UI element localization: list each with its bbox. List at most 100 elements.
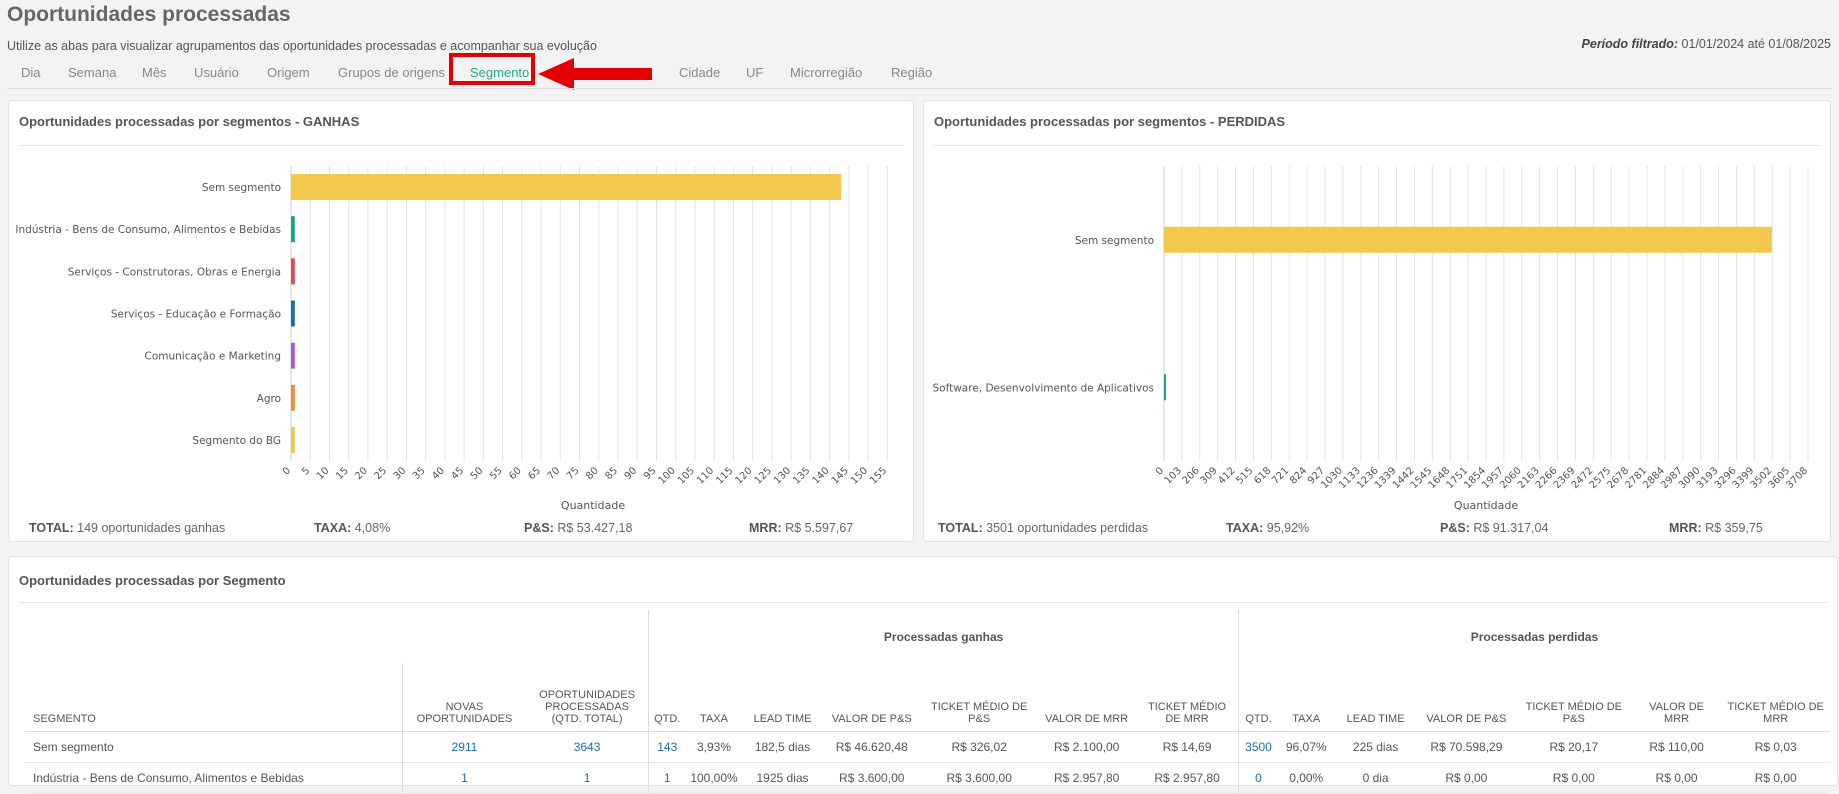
- bar: [1164, 374, 1166, 401]
- cell-ganhas-qtd-link[interactable]: 1: [648, 762, 686, 794]
- bar: [291, 258, 295, 285]
- tab-divider: [7, 88, 1832, 89]
- bar: [291, 384, 295, 411]
- x-tick-label: 309: [1199, 465, 1220, 486]
- col-ganhas-valor-ps[interactable]: VALOR DE P&S: [822, 663, 922, 732]
- chart-card-ganhas: Oportunidades processadas por segmentos …: [8, 100, 914, 542]
- col-ganhas-qtd[interactable]: QTD.: [648, 663, 686, 732]
- cell-value: R$ 3.600,00: [822, 762, 922, 794]
- cell-ganhas-qtd-link[interactable]: 143: [648, 731, 686, 763]
- col-perdidas-ticket-mrr[interactable]: TICKET MÉDIO DE MRR: [1721, 663, 1830, 732]
- segment-table: Processadas ganhas Processadas perdidas …: [25, 610, 1830, 794]
- bar: [291, 174, 842, 201]
- cell-processadas-link[interactable]: 1: [525, 762, 649, 794]
- cell-value: R$ 20,17: [1515, 731, 1632, 763]
- bar-chart-ganhas: 0 5 10 15 20 25 30 35 40 45 50 55 60 65 70 75 80 85 90 9510…: [15, 166, 889, 512]
- totals-ganhas: TOTAL: 149 oportunidades ganhas TAXA: 4,…: [9, 521, 913, 541]
- col-perdidas-lead[interactable]: LEAD TIME: [1334, 663, 1417, 732]
- mrr-perdidas: MRR: R$ 359,75: [1669, 521, 1763, 535]
- x-tick-label: 50: [469, 465, 486, 482]
- total-perdidas: TOTAL: 3501 oportunidades perdidas: [938, 521, 1149, 535]
- cell-value: R$ 2.100,00: [1037, 731, 1137, 763]
- col-ganhas-taxa[interactable]: TAXA: [685, 663, 743, 732]
- x-tick-label: 15: [334, 465, 351, 482]
- x-tick-label: 721: [1270, 465, 1291, 486]
- card-divider: [934, 145, 1820, 146]
- col-segmento[interactable]: SEGMENTO: [25, 663, 403, 732]
- x-tick-label: 45: [449, 465, 466, 482]
- chart-card-perdidas: Oportunidades processadas por segmentos …: [923, 100, 1831, 542]
- x-axis-label: Quantidade: [561, 499, 625, 512]
- x-tick-label: 130: [772, 465, 793, 486]
- tab-mes[interactable]: Mês: [142, 65, 167, 80]
- bar: [291, 426, 295, 453]
- col-perdidas-valor-ps[interactable]: VALOR DE P&S: [1416, 663, 1516, 732]
- col-ganhas-lead[interactable]: LEAD TIME: [742, 663, 823, 732]
- y-category-label: Segmento do BG: [192, 435, 281, 447]
- cell-value: R$ 0,00: [1416, 762, 1516, 794]
- cell-value: R$ 70.598,29: [1416, 731, 1516, 763]
- tab-semana[interactable]: Semana: [68, 65, 117, 80]
- cell-value: R$ 110,00: [1631, 731, 1722, 763]
- col-ganhas-valor-mrr[interactable]: VALOR DE MRR: [1037, 663, 1137, 732]
- tab-uf[interactable]: UF: [746, 65, 764, 80]
- y-category-label: Serviços - Educação e Formação: [111, 309, 281, 321]
- col-perdidas-valor-mrr[interactable]: VALOR DE MRR: [1631, 663, 1722, 732]
- chart-title-ganhas: Oportunidades processadas por segmentos …: [19, 114, 360, 129]
- x-tick-label: 20: [353, 465, 370, 482]
- x-tick-label: 0: [1154, 465, 1166, 477]
- period-filter: Período filtrado: 01/01/2024 até 01/08/2…: [1582, 37, 1831, 51]
- col-novas[interactable]: NOVAS OPORTUNIDADES: [402, 663, 526, 732]
- cell-perdidas-qtd-link[interactable]: 3500: [1237, 731, 1279, 763]
- ps-perdidas: P&S: R$ 91.317,04: [1440, 521, 1549, 535]
- col-perdidas-qtd[interactable]: QTD.: [1237, 663, 1279, 732]
- cell-value: R$ 3.600,00: [921, 762, 1038, 794]
- x-tick-label: 35: [411, 465, 428, 482]
- bar: [291, 216, 295, 243]
- col-perdidas-taxa[interactable]: TAXA: [1278, 663, 1335, 732]
- tab-segmento[interactable]: Segmento: [470, 65, 530, 80]
- cell-value: R$ 0,00: [1515, 762, 1632, 794]
- x-tick-label: 140: [810, 465, 831, 486]
- tab-bar: Dia Semana Mês Usuário Origem Grupos de …: [0, 62, 1839, 88]
- cell-value: R$ 46.620,48: [822, 731, 922, 763]
- x-tick-label: 618: [1252, 465, 1273, 486]
- bar: [291, 342, 295, 369]
- tab-microrregiao[interactable]: Microrregião: [790, 65, 863, 80]
- cell-value: 0 dia: [1334, 762, 1417, 794]
- x-tick-label: 145: [830, 465, 851, 486]
- total-ganhas: TOTAL: 149 oportunidades ganhas: [29, 521, 226, 535]
- tab-dia[interactable]: Dia: [21, 65, 41, 80]
- chart-title-perdidas: Oportunidades processadas por segmentos …: [934, 114, 1286, 129]
- cell-novas-link[interactable]: 2911: [402, 731, 526, 763]
- x-tick-label: 5: [300, 465, 312, 477]
- tab-grupos-de-origens[interactable]: Grupos de origens: [338, 65, 445, 80]
- cell-value: R$ 326,02: [921, 731, 1038, 763]
- x-tick-label: 75: [565, 465, 582, 482]
- x-tick-label: 80: [584, 465, 601, 482]
- cell-value: 100,00%: [685, 762, 743, 794]
- tab-regiao[interactable]: Região: [891, 65, 933, 80]
- cell-value: 225 dias: [1334, 731, 1417, 763]
- col-ganhas-ticket-ps[interactable]: TICKET MÉDIO DE P&S: [921, 663, 1038, 732]
- tab-cidade[interactable]: Cidade: [679, 65, 721, 80]
- col-ganhas-ticket-mrr[interactable]: TICKET MÉDIO DE MRR: [1136, 663, 1239, 732]
- x-tick-label: 150: [849, 465, 870, 486]
- x-tick-label: 103: [1163, 465, 1184, 486]
- cell-processadas-link[interactable]: 3643: [525, 731, 649, 763]
- cell-value: R$ 14,69: [1136, 731, 1239, 763]
- x-tick-label: 60: [507, 465, 524, 482]
- x-tick-label: 70: [546, 465, 563, 482]
- col-processadas[interactable]: OPORTUNIDADES PROCESSADAS (QTD. TOTAL): [525, 663, 649, 732]
- col-perdidas-ticket-ps[interactable]: TICKET MÉDIO DE P&S: [1515, 663, 1632, 732]
- x-tick-label: 206: [1181, 465, 1202, 486]
- bar: [291, 300, 295, 327]
- tab-origem[interactable]: Origem: [267, 65, 310, 80]
- x-tick-label: 90: [623, 465, 640, 482]
- cell-perdidas-qtd-link[interactable]: 0: [1237, 762, 1279, 794]
- ps-ganhas: P&S: R$ 53.427,18: [524, 521, 633, 535]
- tab-usuario[interactable]: Usuário: [194, 65, 239, 80]
- cell-value: R$ 0,00: [1721, 762, 1830, 794]
- taxa-ganhas: TAXA: 4,08%: [314, 521, 391, 535]
- cell-novas-link[interactable]: 1: [402, 762, 526, 794]
